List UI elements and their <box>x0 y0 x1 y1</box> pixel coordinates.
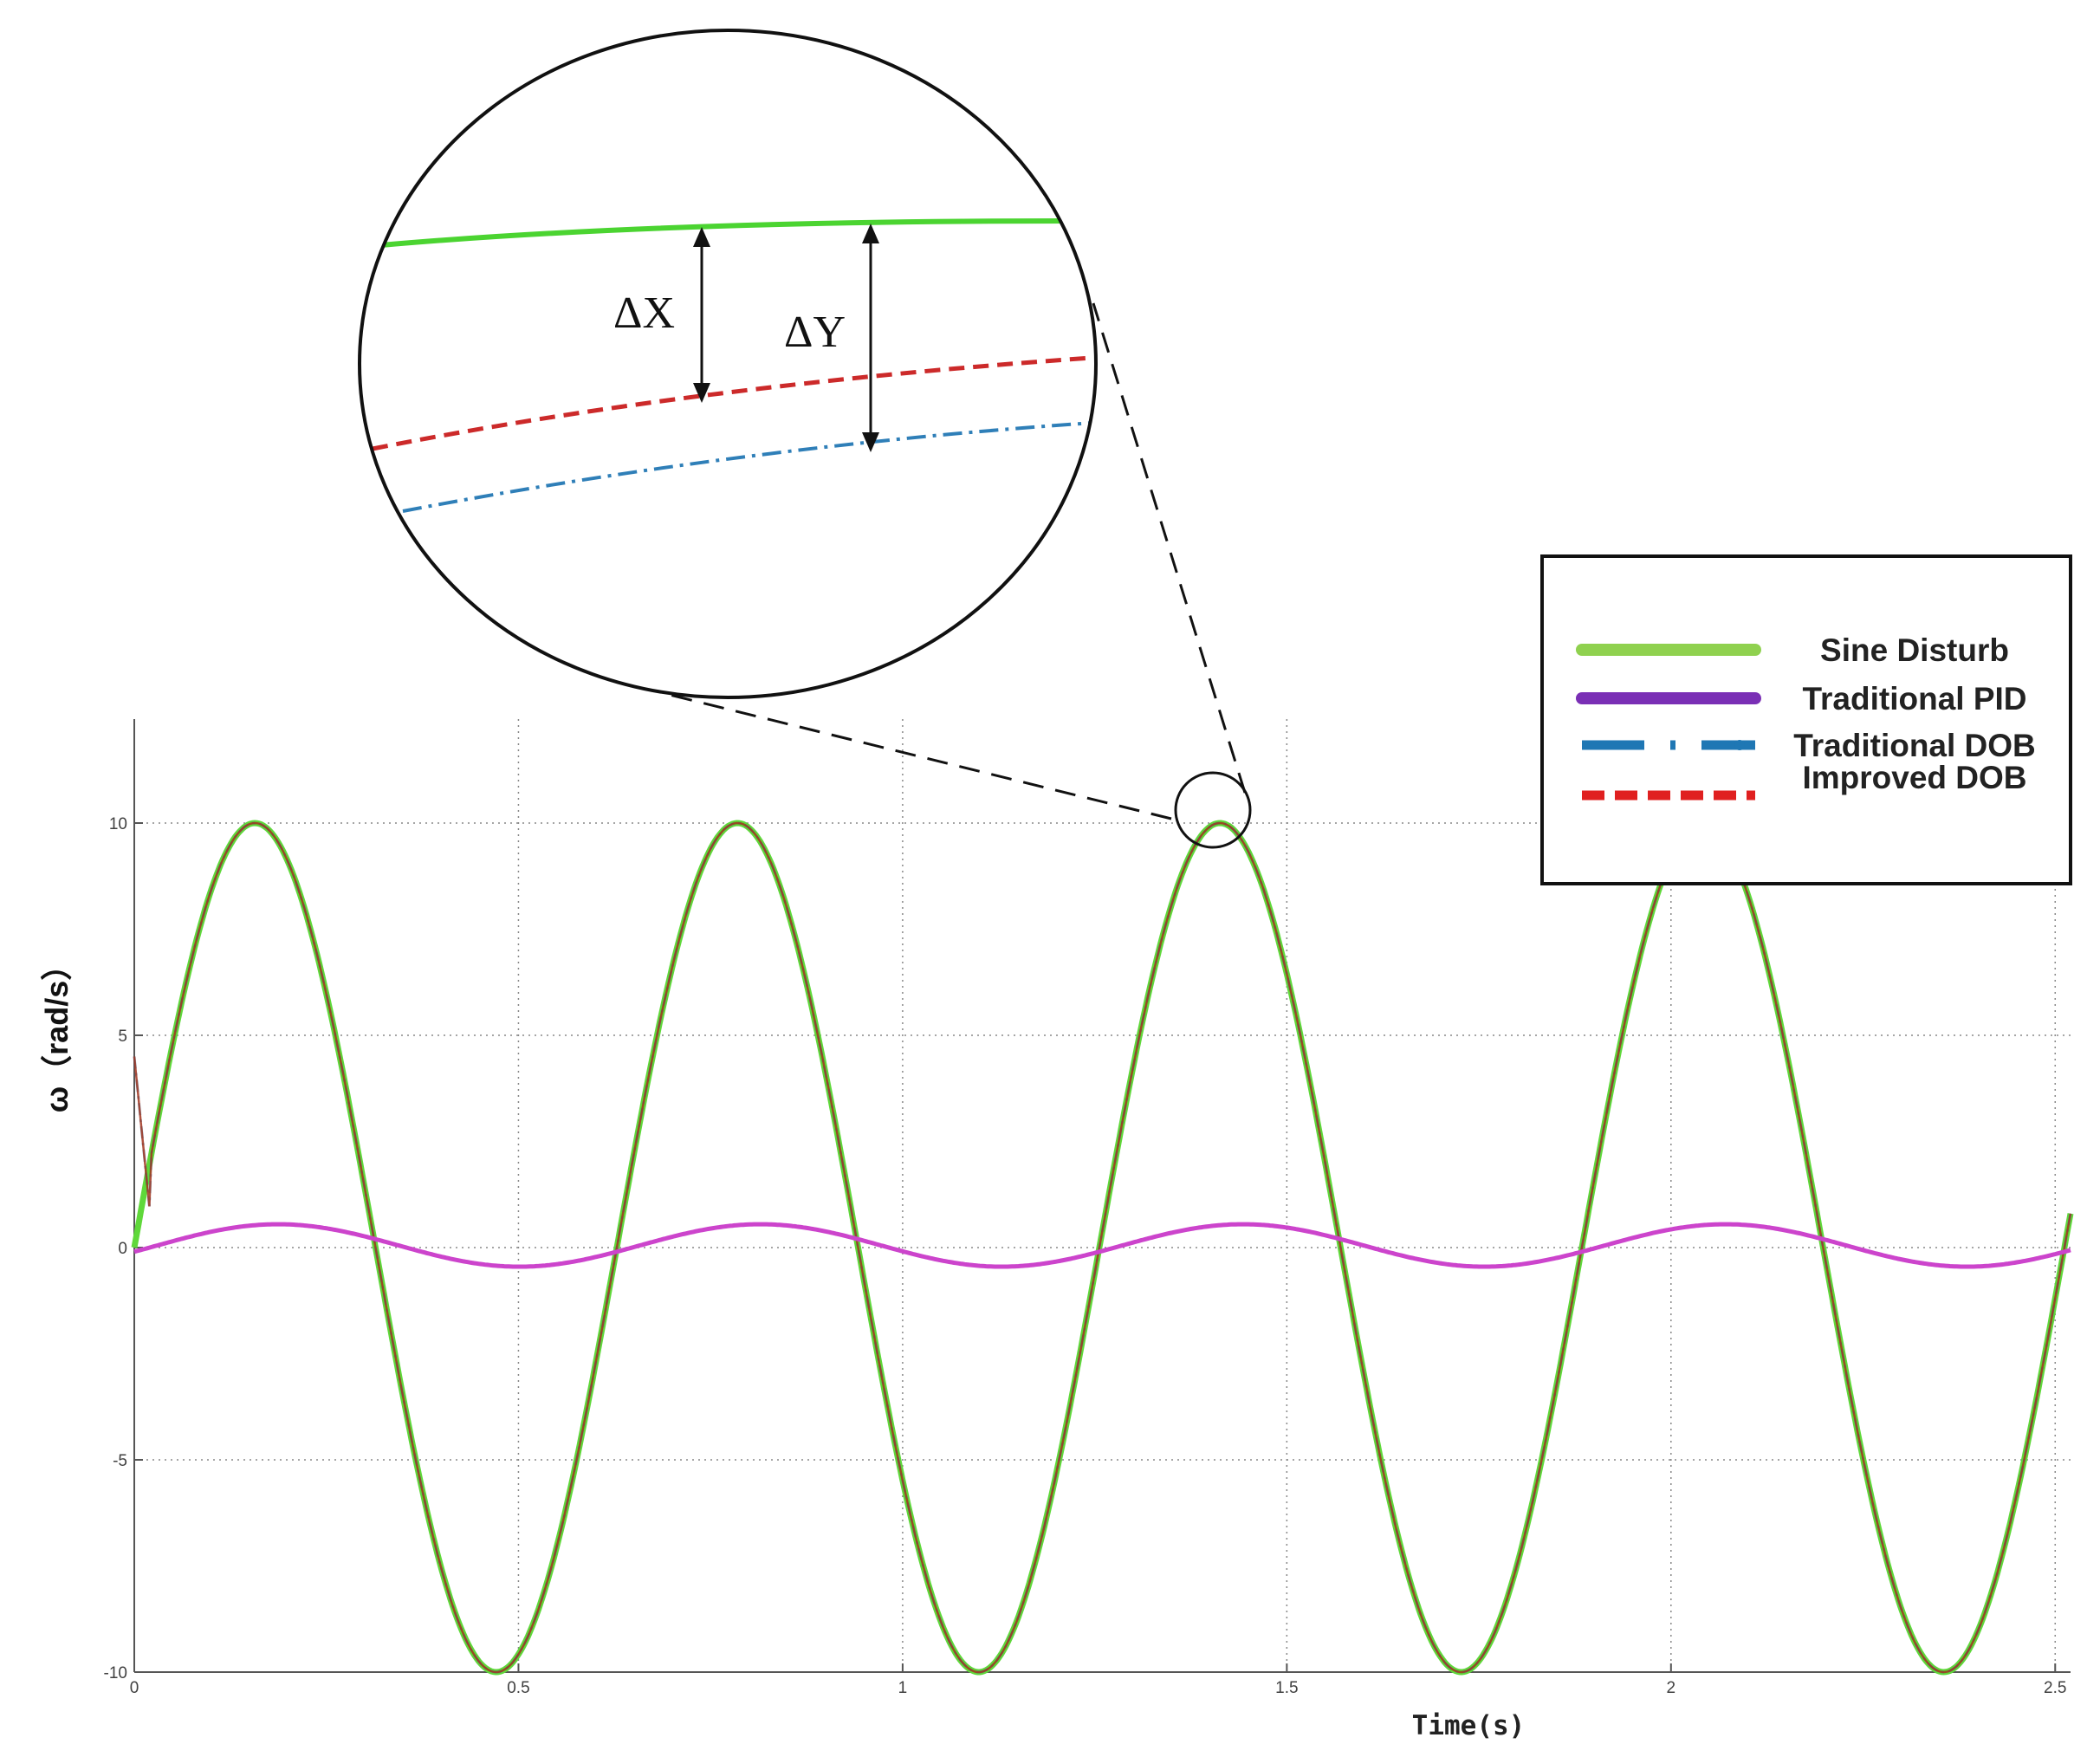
zoom-indicator <box>662 302 1252 849</box>
delta-y-arrowhead-bottom <box>862 432 879 452</box>
x-axis-title: Time(s) <box>1412 1710 1526 1741</box>
legend-label: Improved DOB <box>1802 760 2026 795</box>
series-group <box>131 820 2074 1676</box>
x-tick-label: 0.5 <box>507 1679 529 1697</box>
inset-zoom: ΔX ΔY <box>358 29 1098 699</box>
axis-ticks: 0 0.5 1 1.5 2 2.5 -10 -5 0 5 10 <box>104 815 2067 1697</box>
y-tick-label: 0 <box>118 1240 127 1258</box>
x-tick-label: 2 <box>1667 1679 1676 1697</box>
y-tick-label: -10 <box>104 1664 127 1682</box>
y-tick-label: 5 <box>118 1028 127 1046</box>
inset-line-sine-disturb <box>380 218 1075 248</box>
legend-box <box>1540 554 2072 885</box>
delta-y-label: ΔY <box>784 308 846 357</box>
delta-y-arrowhead-top <box>862 224 879 243</box>
zoom-connector-line <box>1092 302 1247 794</box>
x-tick-label: 0 <box>130 1679 139 1697</box>
legend-label: Sine Disturb <box>1820 632 2009 668</box>
delta-x-arrowhead-top <box>693 227 710 247</box>
legend-label: Traditional DOB <box>1793 728 2036 763</box>
zoom-connector-line <box>662 691 1172 820</box>
inset-line-improved-dob <box>372 355 1092 451</box>
y-axis-title: ω（rad/s） <box>39 950 75 1112</box>
delta-x-label: ΔX <box>613 289 675 338</box>
zoom-marker-circle <box>1174 771 1252 849</box>
legend: Sine Disturb Traditional PID Traditional D… <box>1540 554 2072 885</box>
x-tick-label: 2.5 <box>2044 1679 2066 1697</box>
series-line-traditional-pid <box>133 1222 2071 1269</box>
plot-area: 0 0.5 1 1.5 2 2.5 -10 -5 0 5 10 <box>104 719 2074 1697</box>
y-tick-label: -5 <box>113 1452 127 1470</box>
series-line-improved-dob <box>133 821 2072 1674</box>
legend-label: Traditional PID <box>1802 681 2026 716</box>
x-tick-label: 1.5 <box>1275 1679 1298 1697</box>
delta-x-arrowhead-bottom <box>693 383 710 403</box>
y-tick-label: 10 <box>109 815 127 833</box>
series-line-sine-disturb <box>131 820 2074 1676</box>
inset-line-traditional-dob <box>402 421 1094 513</box>
legend-swatch-dot <box>1734 740 1745 750</box>
series-line-traditional-dob <box>133 821 2072 1674</box>
inset-border <box>358 29 1098 699</box>
x-tick-label: 1 <box>898 1679 908 1697</box>
inset-background <box>360 30 1096 697</box>
